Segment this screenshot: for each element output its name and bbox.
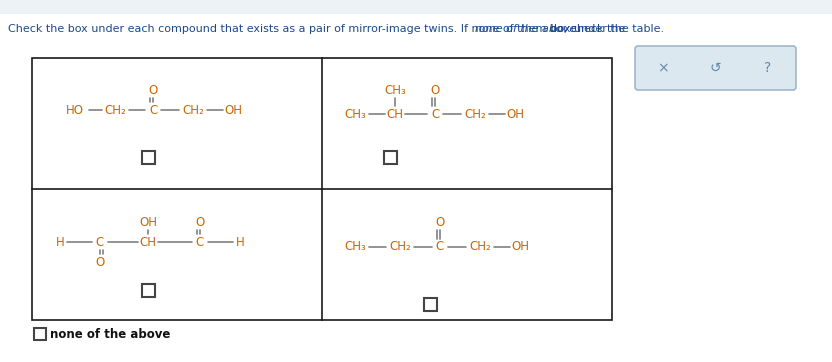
Text: Check the box under each compound that exists as a pair of mirror-image twins. I: Check the box under each compound that e… [8,24,629,34]
Text: ?: ? [765,61,771,75]
Text: OH: OH [139,215,157,228]
Text: OH: OH [511,240,529,253]
Text: C: C [149,104,157,117]
FancyBboxPatch shape [635,46,796,90]
Bar [34,328,46,340]
Text: H: H [235,236,245,248]
Bar [141,283,155,296]
Bar [384,151,397,164]
Text: O: O [196,215,205,228]
Text: CH: CH [140,236,156,248]
Text: CH₂: CH₂ [182,104,204,117]
Text: CH₃: CH₃ [344,108,366,121]
Bar [423,298,437,311]
Text: ↺: ↺ [709,61,721,75]
Bar [141,151,155,164]
Text: C: C [196,236,204,248]
Text: CH₂: CH₂ [389,240,411,253]
Text: O: O [435,215,444,228]
Text: CH: CH [387,108,404,121]
Text: H: H [56,236,64,248]
Text: O: O [96,256,105,269]
Text: CH₂: CH₂ [104,104,126,117]
Text: CH₂: CH₂ [464,108,486,121]
Text: none of the above: none of the above [474,24,576,34]
Text: CH₃: CH₃ [384,84,406,97]
Text: C: C [431,108,439,121]
Text: C: C [96,236,104,248]
Text: none of the above: none of the above [50,328,171,341]
Text: CH₂: CH₂ [469,240,491,253]
Text: OH: OH [224,104,242,117]
Bar [32,58,612,320]
Text: C: C [436,240,444,253]
Text: CH₃: CH₃ [344,240,366,253]
Text: HO: HO [66,104,84,117]
Text: ×: × [657,61,669,75]
Text: box under the table.: box under the table. [547,24,665,34]
Bar [0,0,832,14]
Text: O: O [148,84,157,97]
Text: O: O [430,84,439,97]
Text: OH: OH [506,108,524,121]
